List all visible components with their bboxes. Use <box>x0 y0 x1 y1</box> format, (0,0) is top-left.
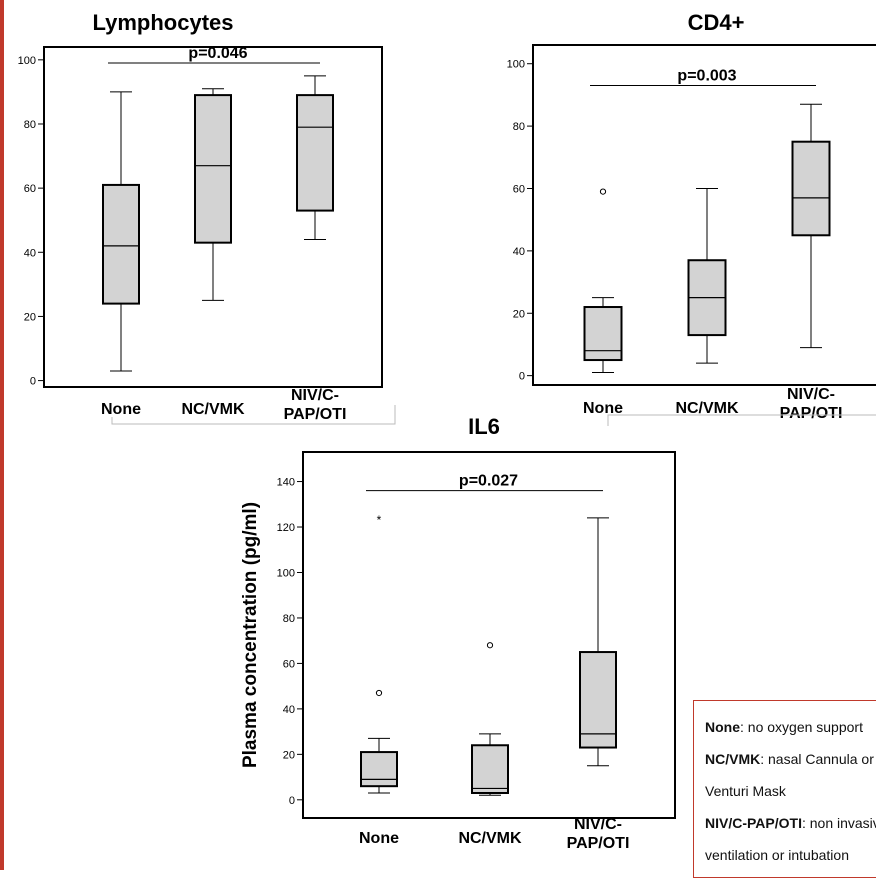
y-tick-label: 0 <box>289 795 295 807</box>
y-tick-label: 120 <box>277 522 295 534</box>
category-label-line: PAP/OTI <box>567 835 630 852</box>
box-niv-c-pap-oti <box>791 103 831 349</box>
chart-panel-2: CD4+ 0 20 40 60 80 100 p=0.003 None NC/VMK NIV/C- P… <box>507 10 876 422</box>
y-tick-label: 60 <box>513 183 525 195</box>
category-label-line: PAP/OTI <box>284 406 347 423</box>
legend-line-ventilation: ventilation or intubation <box>705 847 849 863</box>
chart-title: CD4+ <box>688 10 745 35</box>
y-tick-label: 20 <box>24 311 36 323</box>
y-tick-label: 60 <box>283 658 295 670</box>
category-label-line: None <box>359 830 399 847</box>
box-iqr <box>296 94 334 212</box>
category-label-line: NC/VMK <box>675 400 739 417</box>
box-iqr <box>583 306 623 362</box>
chart-panel-1: Lymphocytes 0 20 40 60 80 100 p=0.046 None NC/VMK… <box>18 10 383 423</box>
outlier-star: * <box>377 513 382 527</box>
box-iqr <box>194 94 232 244</box>
box-nc-vmk <box>194 88 232 301</box>
category-label: None <box>583 400 623 417</box>
box-iqr <box>471 744 509 794</box>
box-none <box>583 297 623 374</box>
abbreviation-legend: None: no oxygen support NC/VMK: nasal Ca… <box>693 700 876 878</box>
category-label-line: PAP/OTI <box>780 405 843 422</box>
category-label: NC/VMK <box>458 830 522 847</box>
y-tick-label: 40 <box>513 246 525 258</box>
category-label-line: NIV/C- <box>787 386 835 403</box>
box-iqr <box>791 140 831 237</box>
category-label: None <box>101 401 141 418</box>
legend-line-none: None: no oxygen support <box>705 719 863 735</box>
caption-guide-line <box>111 405 396 425</box>
category-label-line: NIV/C- <box>291 387 339 404</box>
y-tick-label: 40 <box>283 704 295 716</box>
outlier-point <box>486 642 494 649</box>
category-label: NIV/C- PAP/OTI <box>567 816 630 852</box>
category-label: None <box>359 830 399 847</box>
y-tick-label: 80 <box>283 613 295 625</box>
box-none <box>360 737 398 794</box>
p-value-label: p=0.046 <box>188 45 247 62</box>
y-tick-label: 0 <box>30 376 36 388</box>
y-tick-label: 20 <box>513 308 525 320</box>
box-niv-c-pap-oti <box>296 75 334 240</box>
chart-title: IL6 <box>468 414 500 439</box>
category-label: NIV/C- PAP/OTI <box>780 386 843 422</box>
caption-guide-line <box>607 414 876 426</box>
box-nc-vmk <box>687 187 727 364</box>
y-tick-label: 80 <box>24 119 36 131</box>
y-tick-label: 100 <box>507 59 525 71</box>
y-tick-label: 100 <box>277 567 295 579</box>
box-niv-c-pap-oti <box>579 517 617 767</box>
box-iqr <box>579 651 617 749</box>
category-label-line: NIV/C- <box>574 816 622 833</box>
box-iqr <box>360 751 398 788</box>
legend-line-venturi: Venturi Mask <box>705 783 786 799</box>
y-tick-label: 80 <box>513 121 525 133</box>
category-label-line: NC/VMK <box>181 401 245 418</box>
outlier-point <box>375 689 383 697</box>
p-value-label: p=0.003 <box>677 68 736 85</box>
category-label-line: NC/VMK <box>458 830 522 847</box>
y-tick-label: 60 <box>24 183 36 195</box>
outlier-point <box>599 188 607 195</box>
category-label: NC/VMK <box>675 400 739 417</box>
y-tick-label: 20 <box>283 749 295 761</box>
category-label-line: None <box>101 401 141 418</box>
category-label: NIV/C- PAP/OTI <box>284 387 347 423</box>
category-label-line: None <box>583 400 623 417</box>
left-accent-bar <box>0 0 4 870</box>
box-nc-vmk <box>471 733 509 796</box>
box-iqr <box>102 183 140 305</box>
legend-line-ncvmk: NC/VMK: nasal Cannula or <box>705 751 874 767</box>
p-value-label: p=0.027 <box>459 473 518 490</box>
chart-panel-3: IL6 0 20 40 60 80 100 120 140 Plasma concentratio… <box>240 414 676 852</box>
category-label: NC/VMK <box>181 401 245 418</box>
box-none <box>102 91 140 372</box>
y-tick-label: 100 <box>18 55 36 67</box>
y-tick-label: 40 <box>24 247 36 259</box>
y-axis-label: Plasma concentration (pg/ml) <box>240 502 261 768</box>
y-tick-label: 0 <box>519 371 525 383</box>
y-tick-label: 140 <box>277 477 295 489</box>
chart-title: Lymphocytes <box>92 10 233 35</box>
